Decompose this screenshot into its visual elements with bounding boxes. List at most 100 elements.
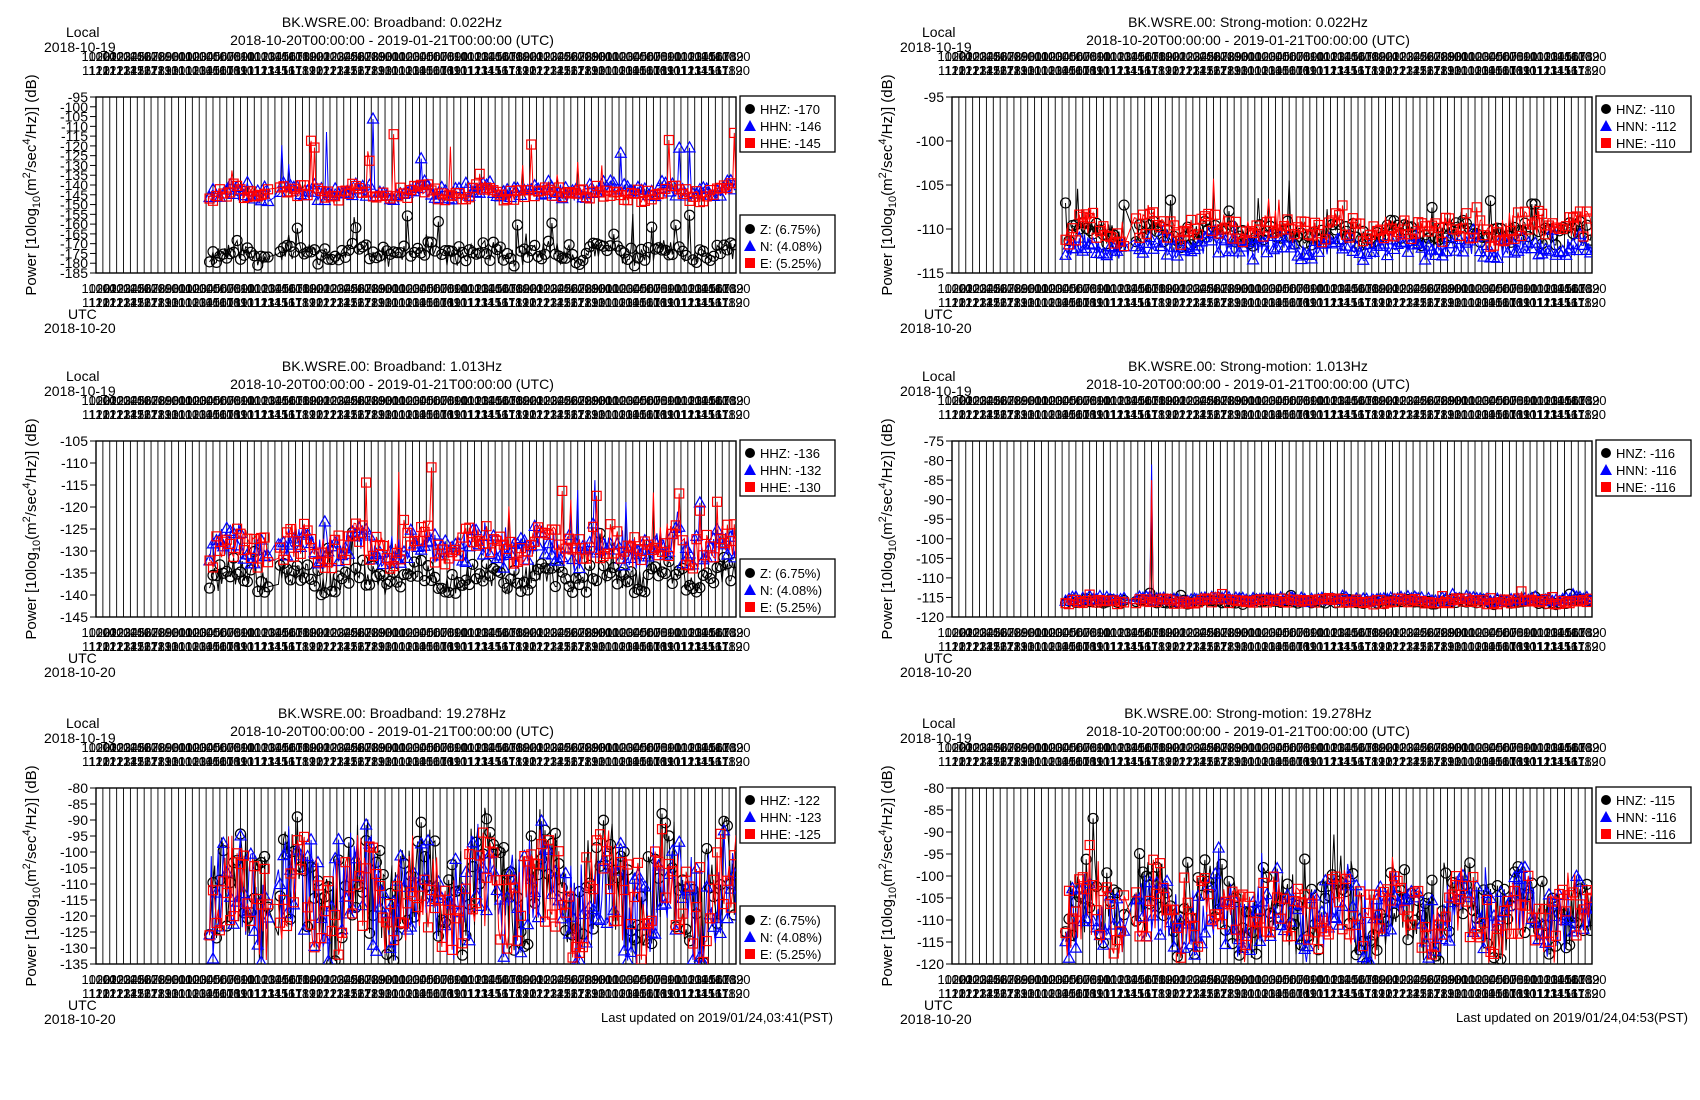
tick-label: 1028 <box>350 49 379 64</box>
tick-label: 1020 <box>722 393 751 408</box>
y-tick-label: -105 <box>60 433 88 449</box>
tick-label: 1009 <box>433 49 462 64</box>
legend-bottom: Z: (6.75%) N: (4.08%) E: (5.25%) <box>739 558 836 618</box>
tick-label: 1022 <box>95 49 124 64</box>
tick-label: 1018 <box>494 49 523 64</box>
tick-label: 1108 <box>213 63 241 78</box>
tick-label: 1114 <box>681 63 708 78</box>
tick-label: 1116 <box>268 63 295 78</box>
legend-label: E: (5.25%) <box>760 600 821 615</box>
tick-label: 1022 <box>522 49 551 64</box>
tick-label-band: 1120112111221123112411251126112711281129… <box>938 63 1606 78</box>
y-axis-label: Power [10log10(m2/sec4/Hz)] (dB) <box>877 74 899 295</box>
tick-label: 1114 <box>255 63 282 78</box>
legend-label: N: (4.08%) <box>760 930 822 945</box>
legend-marker-circle <box>1601 448 1611 458</box>
tick-label: 1016 <box>694 49 723 64</box>
tick-label: 1106 <box>412 63 440 78</box>
panel-title: BK.WSRE.00: Broadband: 19.278Hz <box>278 705 506 721</box>
tick-label: 1031 <box>157 49 186 64</box>
y-tick-label: -135 <box>60 565 88 581</box>
tick-label: 1015 <box>687 49 716 64</box>
local-date: 2018-10-19 <box>44 39 116 55</box>
tick-label: 1024 <box>322 49 351 64</box>
tick-label-band: 1020102110221023102410251026102710281029… <box>82 625 751 640</box>
tick-label: 1129 <box>357 63 385 78</box>
tick-label: 1130 <box>577 63 605 78</box>
tick-label: 1109 <box>433 63 461 78</box>
panel-title: BK.WSRE.00: Strong-motion: 1.013Hz <box>1128 358 1368 374</box>
tick-label: 1126 <box>123 63 151 78</box>
tick-label: 1121 <box>89 63 117 78</box>
panel-title: BK.WSRE.00: Broadband: 1.013Hz <box>282 358 502 374</box>
tick-label: 1004 <box>185 49 214 64</box>
tick-label-band: 1020102110221023102410251026102710281029… <box>938 49 1607 64</box>
legend-bottom: Z: (6.75%) N: (4.08%) E: (5.25%) <box>739 214 836 274</box>
y-tick-label: -115 <box>61 477 88 493</box>
tick-label: 1025 <box>329 49 358 64</box>
tick-label: 1017 <box>274 49 303 64</box>
tick-label: 1106 <box>199 63 227 78</box>
tick-label: 1013 <box>673 49 702 64</box>
y-tick-label: -125 <box>60 521 88 537</box>
tick-label: 1014 <box>254 49 283 64</box>
tick-label: 1005 <box>405 49 434 64</box>
panel-date-range: 2018-10-20T00:00:00 - 2019-01-21T00:00:0… <box>230 376 554 392</box>
tick-label: 1020 <box>82 49 111 64</box>
y-tick-label: -115 <box>61 892 88 908</box>
legend-top: HHZ: -136 HHN: -132 HHE: -130 <box>739 439 836 497</box>
tick-label: 1120 <box>722 295 750 310</box>
tick-label: 1007 <box>205 49 234 64</box>
tick-label: 1120 <box>722 639 750 654</box>
tick-label: 1031 <box>584 49 613 64</box>
tick-label: 1003 <box>178 49 207 64</box>
legend-marker-circle <box>745 224 755 234</box>
tick-label: 1003 <box>391 49 420 64</box>
y-tick-label: -130 <box>60 543 88 559</box>
tick-label: 1105 <box>192 63 220 78</box>
tick-label: 1007 <box>419 49 448 64</box>
tick-label: 1118 <box>709 63 736 78</box>
tick-label: 1120 <box>509 63 537 78</box>
tick-label: 1011 <box>233 49 261 64</box>
tick-label: 1002 <box>171 49 200 64</box>
tick-label: 1008 <box>426 49 455 64</box>
tick-label: 1002 <box>384 49 413 64</box>
tick-label: 1103 <box>178 63 206 78</box>
tick-label: 1101 <box>165 63 193 78</box>
tick-label: 1009 <box>646 49 675 64</box>
tick-label: 1117 <box>275 63 302 78</box>
local-label: Local <box>66 368 99 384</box>
tick-label: 1113 <box>248 63 275 78</box>
tick-label: 1123 <box>103 63 131 78</box>
tick-label: 1017 <box>701 49 730 64</box>
tick-label: 1119 <box>289 63 316 78</box>
tick-label-band: 1120112111221123112411251126112711281129… <box>82 986 750 1001</box>
tick-label: 1118 <box>282 63 309 78</box>
tick-label: 1103 <box>605 63 633 78</box>
tick-label: 1020 <box>722 972 751 987</box>
tick-label: 1107 <box>206 63 234 78</box>
y-tick-label: -120 <box>916 609 944 625</box>
tick-label: 1120 <box>1578 639 1606 654</box>
tick-label: 1025 <box>116 49 145 64</box>
tick-label: 1028 <box>563 49 592 64</box>
legend-label: HNN: -116 <box>1616 463 1676 478</box>
tick-label: 1020 <box>1578 393 1607 408</box>
y-tick-label: -85 <box>68 796 88 812</box>
panel-date-range: 2018-10-20T00:00:00 - 2019-01-21T00:00:0… <box>230 32 554 48</box>
tick-label: 1117 <box>702 63 729 78</box>
tick-label: 1021 <box>88 49 117 64</box>
tick-label: 1006 <box>199 49 228 64</box>
local-label: Local <box>66 24 99 40</box>
tick-label: 1120 <box>1578 63 1606 78</box>
tick-label: 1003 <box>605 49 634 64</box>
tick-label: 1019 <box>501 49 530 64</box>
tick-label: 1018 <box>281 49 310 64</box>
tick-label: 1029 <box>143 49 172 64</box>
panel-title: BK.WSRE.00: Broadband: 0.022Hz <box>282 14 502 30</box>
tick-label-band: 1020102110221023102410251026102710281029… <box>82 281 751 296</box>
tick-label: 1129 <box>571 63 599 78</box>
tick-label-band: 1120112111221123112411251126112711281129… <box>938 295 1606 310</box>
tick-label: 1125 <box>116 63 144 78</box>
